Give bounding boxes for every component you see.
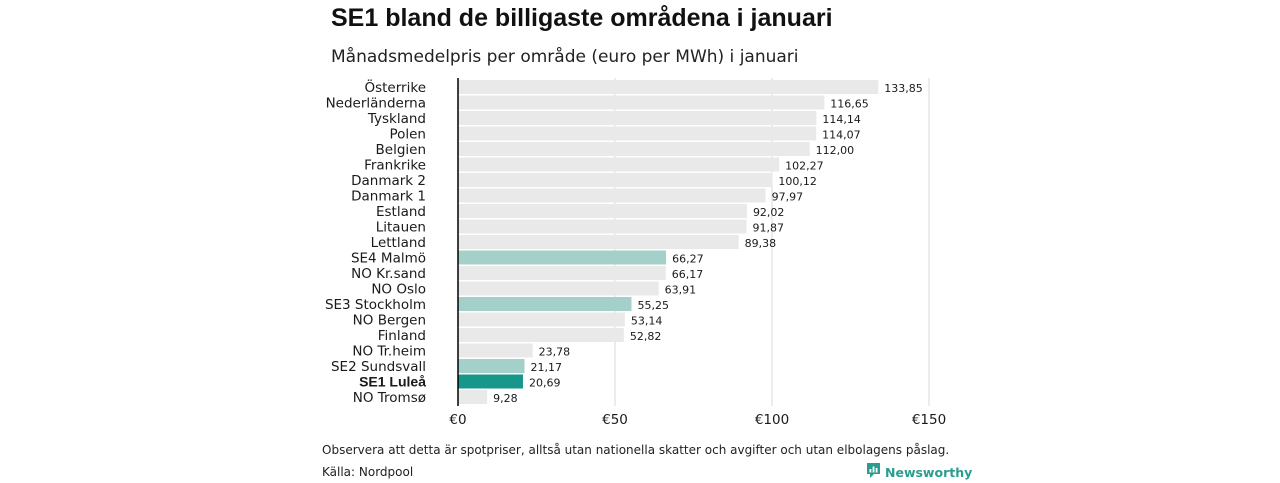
newsworthy-logo-icon	[866, 462, 881, 483]
bar	[458, 374, 523, 389]
bar	[458, 157, 780, 172]
x-tick-label: €100	[755, 412, 789, 428]
bar	[458, 111, 817, 125]
category-label: Frankrike	[364, 158, 426, 174]
category-label: NO Tr.heim	[352, 344, 426, 360]
category-label: SE4 Malmö	[351, 251, 426, 267]
x-tick-label: €50	[602, 412, 628, 428]
bar	[458, 204, 747, 218]
value-label: 63,91	[665, 284, 697, 297]
value-label: 114,14	[822, 113, 861, 126]
newsworthy-brand[interactable]: Newsworthy	[866, 462, 972, 483]
bar	[458, 80, 879, 94]
value-label: 116,65	[830, 98, 869, 111]
category-label: SE2 Sundsvall	[331, 359, 426, 375]
category-label: Litauen	[376, 220, 426, 236]
x-tick-label: €0	[449, 412, 466, 428]
category-label: Polen	[389, 127, 426, 143]
value-label: 52,82	[630, 330, 662, 343]
value-label: 20,69	[529, 377, 561, 390]
bar	[458, 281, 659, 296]
chart-subtitle: Månadsmedelpris per område (euro per MWh…	[331, 47, 799, 67]
bar	[458, 126, 817, 141]
bar	[458, 266, 666, 280]
category-label: NO Bergen	[353, 313, 426, 329]
bar	[458, 219, 747, 234]
value-label: 133,85	[884, 82, 923, 95]
category-label: SE1 Luleå	[359, 374, 426, 390]
bar	[458, 328, 624, 342]
value-label: 112,00	[816, 144, 855, 157]
bar	[458, 297, 632, 311]
newsworthy-name: Newsworthy	[885, 465, 973, 480]
value-label: 89,38	[745, 237, 777, 250]
bar	[458, 235, 739, 249]
bar-chart: Österrike 133,85 Nederländerna 116,65 Tyskla…	[325, 78, 946, 428]
value-label: 100,12	[778, 175, 817, 188]
value-label: 66,17	[672, 268, 704, 281]
category-label: NO Oslo	[371, 282, 426, 298]
category-label: Lettland	[371, 235, 426, 251]
value-label: 92,02	[753, 206, 785, 219]
bar	[458, 359, 525, 373]
value-label: 53,14	[631, 315, 663, 328]
bar	[458, 95, 825, 110]
bar	[458, 188, 766, 203]
value-label: 91,87	[752, 222, 784, 235]
category-label: Finland	[378, 328, 426, 344]
bar	[458, 343, 533, 358]
value-label: 66,27	[672, 253, 704, 266]
category-label: Estland	[376, 204, 426, 220]
value-label: 55,25	[637, 299, 669, 312]
category-label: NO Kr.sand	[351, 266, 426, 282]
category-label: Tyskland	[367, 111, 426, 127]
value-label: 102,27	[785, 160, 824, 173]
x-tick-label: €150	[912, 412, 946, 428]
value-label: 9,28	[493, 392, 517, 405]
category-label: SE3 Stockholm	[325, 297, 426, 313]
chart-title: SE1 bland de billigaste områdena i janua…	[331, 4, 833, 32]
bar	[458, 390, 488, 404]
category-label: Danmark 2	[351, 173, 426, 189]
category-label: Nederländerna	[326, 96, 426, 112]
bar	[458, 312, 625, 327]
value-label: 114,07	[822, 129, 861, 142]
value-label: 97,97	[772, 191, 804, 204]
category-label: Danmark 1	[351, 189, 426, 205]
bar	[458, 142, 810, 156]
category-label: Österrike	[364, 78, 426, 96]
footnote: Observera att detta är spotpriser, allts…	[322, 443, 950, 457]
bar	[458, 173, 773, 187]
value-label: 23,78	[539, 346, 571, 359]
bar	[458, 250, 667, 265]
category-label: NO Tromsø	[353, 390, 426, 406]
category-label: Belgien	[376, 142, 427, 158]
source-note: Källa: Nordpool	[322, 465, 414, 479]
value-label: 21,17	[530, 361, 562, 374]
